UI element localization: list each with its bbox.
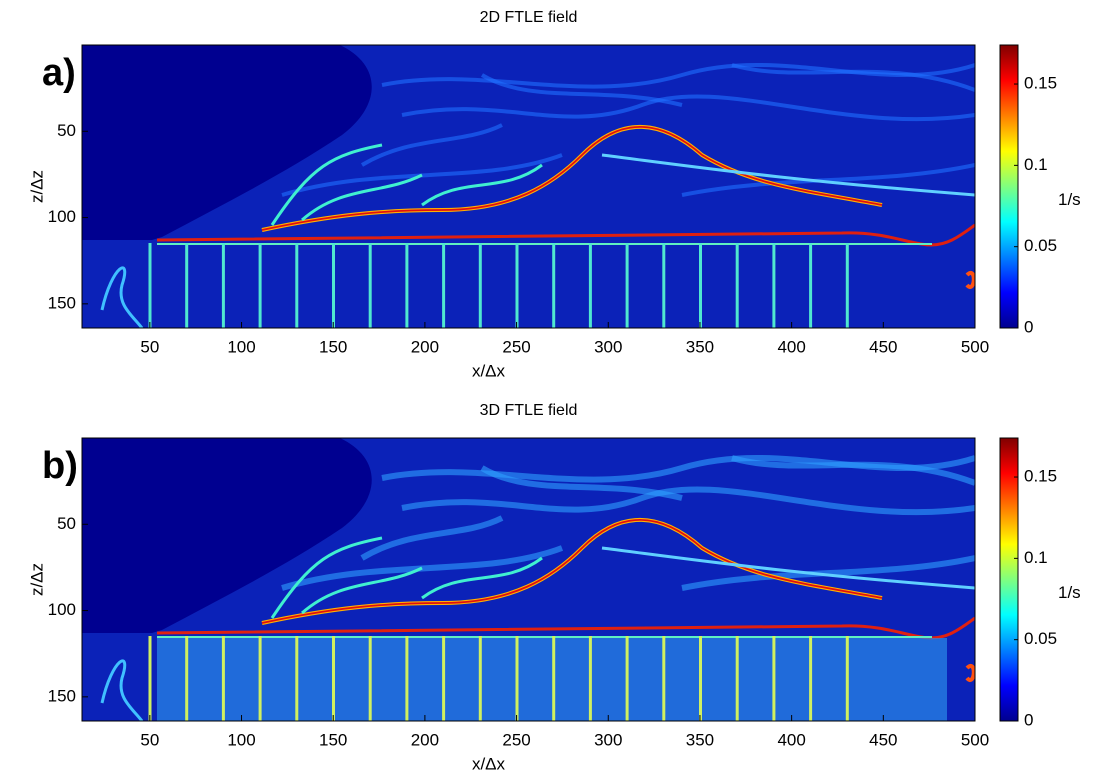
field-texture xyxy=(480,465,683,501)
x-axis-label: x/Δx xyxy=(472,754,506,773)
field-texture xyxy=(401,486,975,516)
shear-layer xyxy=(156,223,975,247)
x-tick-label: 100 xyxy=(227,730,255,749)
heatmap xyxy=(82,45,975,328)
x-tick-label: 250 xyxy=(502,730,530,749)
colorbar-tick-label: 0 xyxy=(1024,317,1033,336)
colorbar xyxy=(999,44,1019,329)
y-axis-label: z/Δz xyxy=(27,563,46,596)
x-tick-label: 200 xyxy=(411,337,439,356)
x-tick-label: 500 xyxy=(961,337,989,356)
x-tick-label: 300 xyxy=(594,337,622,356)
plot-frame xyxy=(81,44,976,329)
colorbar-label: 1/s xyxy=(1058,190,1081,209)
x-tick-label: 400 xyxy=(777,730,805,749)
field-texture xyxy=(281,545,564,591)
dark-region xyxy=(82,438,372,633)
x-tick-label: 400 xyxy=(777,337,805,356)
dark-region xyxy=(82,45,372,240)
y-axis-label: z/Δz xyxy=(27,170,46,203)
colorbar-tick-label: 0.15 xyxy=(1024,467,1057,486)
right-edge xyxy=(965,270,975,290)
y-tick-label: 50 xyxy=(57,121,76,140)
x-tick-label: 150 xyxy=(319,730,347,749)
y-tick-label: 150 xyxy=(48,293,76,312)
colorbar-tick-label: 0 xyxy=(1024,710,1033,729)
x-tick-label: 450 xyxy=(869,337,897,356)
heatmap xyxy=(82,438,975,721)
y-tick-label: 100 xyxy=(48,207,76,226)
x-tick-label: 100 xyxy=(227,337,255,356)
colorbar-tick-label: 0.15 xyxy=(1024,74,1057,93)
colorbar-tick-label: 0.1 xyxy=(1024,155,1048,174)
x-tick-label: 50 xyxy=(140,730,159,749)
panel-label: a) xyxy=(42,52,76,94)
field-texture xyxy=(360,515,504,561)
field-texture xyxy=(731,63,975,92)
panel-label: b) xyxy=(42,445,78,487)
ridge xyxy=(270,143,543,226)
x-tick-label: 50 xyxy=(140,337,159,356)
colorbar-label: 1/s xyxy=(1058,583,1081,602)
left-vortex xyxy=(100,659,144,721)
x-tick-label: 250 xyxy=(502,337,530,356)
x-tick-label: 350 xyxy=(686,337,714,356)
x-tick-label: 450 xyxy=(869,730,897,749)
x-tick-label: 500 xyxy=(961,730,989,749)
field-texture xyxy=(731,455,975,486)
y-tick-label: 150 xyxy=(48,686,76,705)
field-texture xyxy=(480,73,683,107)
ridge xyxy=(270,536,543,619)
colorbar xyxy=(999,437,1019,722)
field-texture xyxy=(381,63,975,89)
y-tick-label: 100 xyxy=(48,600,76,619)
field-texture xyxy=(360,123,503,167)
chart-title: 2D FTLE field xyxy=(480,9,578,26)
x-axis-label: x/Δx xyxy=(472,361,506,380)
ridge xyxy=(261,518,883,624)
canopy-fill xyxy=(157,638,947,721)
field-texture xyxy=(401,94,975,122)
right-edge xyxy=(965,663,975,683)
x-tick-label: 200 xyxy=(411,730,439,749)
x-tick-label: 350 xyxy=(686,730,714,749)
y-tick-label: 50 xyxy=(57,514,76,533)
left-vortex xyxy=(100,266,144,328)
x-tick-label: 150 xyxy=(319,337,347,356)
ridge xyxy=(601,546,975,590)
field-texture xyxy=(681,555,975,591)
field-texture xyxy=(681,163,975,197)
chart-title: 3D FTLE field xyxy=(480,402,578,419)
field-texture xyxy=(281,153,563,197)
shear-layer xyxy=(156,616,975,640)
plot-frame xyxy=(81,437,976,722)
colorbar-tick-label: 0.05 xyxy=(1024,629,1057,648)
x-tick-label: 300 xyxy=(594,730,622,749)
colorbar-tick-label: 0.1 xyxy=(1024,548,1048,567)
ridge xyxy=(601,153,975,197)
ridge xyxy=(261,125,883,231)
colorbar-tick-label: 0.05 xyxy=(1024,236,1057,255)
